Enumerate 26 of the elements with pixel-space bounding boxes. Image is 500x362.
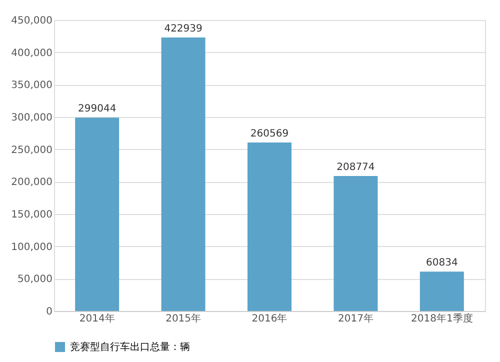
bar (334, 176, 378, 311)
y-tick-label: 400,000 (11, 48, 52, 59)
y-tick-label: 100,000 (11, 242, 52, 253)
x-tick-label: 2018年1季度 (410, 312, 473, 324)
x-tick-label: 2017年 (338, 312, 374, 324)
bar (248, 142, 292, 311)
x-tick-label: 2014年 (79, 312, 115, 324)
y-tick-label: 350,000 (11, 80, 52, 92)
y-tick-label: 150,000 (11, 210, 52, 220)
y-tick-label: 0 (46, 306, 52, 318)
bar (161, 38, 206, 311)
data-label: 260569 (250, 128, 289, 140)
y-tick-label: 300,000 (11, 112, 52, 124)
y-tick-label: 200,000 (11, 177, 52, 188)
x-tick-label: 2016年 (252, 312, 288, 324)
y-tick-label: 450,000 (11, 16, 52, 26)
bar (420, 272, 464, 311)
data-label: 208774 (336, 162, 375, 173)
y-tick-label: 50,000 (18, 274, 52, 286)
bar (75, 118, 120, 311)
data-label: 60834 (426, 258, 458, 269)
data-label: 299044 (78, 104, 116, 115)
data-label: 422939 (164, 24, 202, 34)
y-tick-label: 250,000 (11, 144, 52, 156)
legend-label: 竞赛型自行车出口总量：辆 (70, 341, 190, 353)
x-tick-label: 2015年 (166, 312, 202, 324)
